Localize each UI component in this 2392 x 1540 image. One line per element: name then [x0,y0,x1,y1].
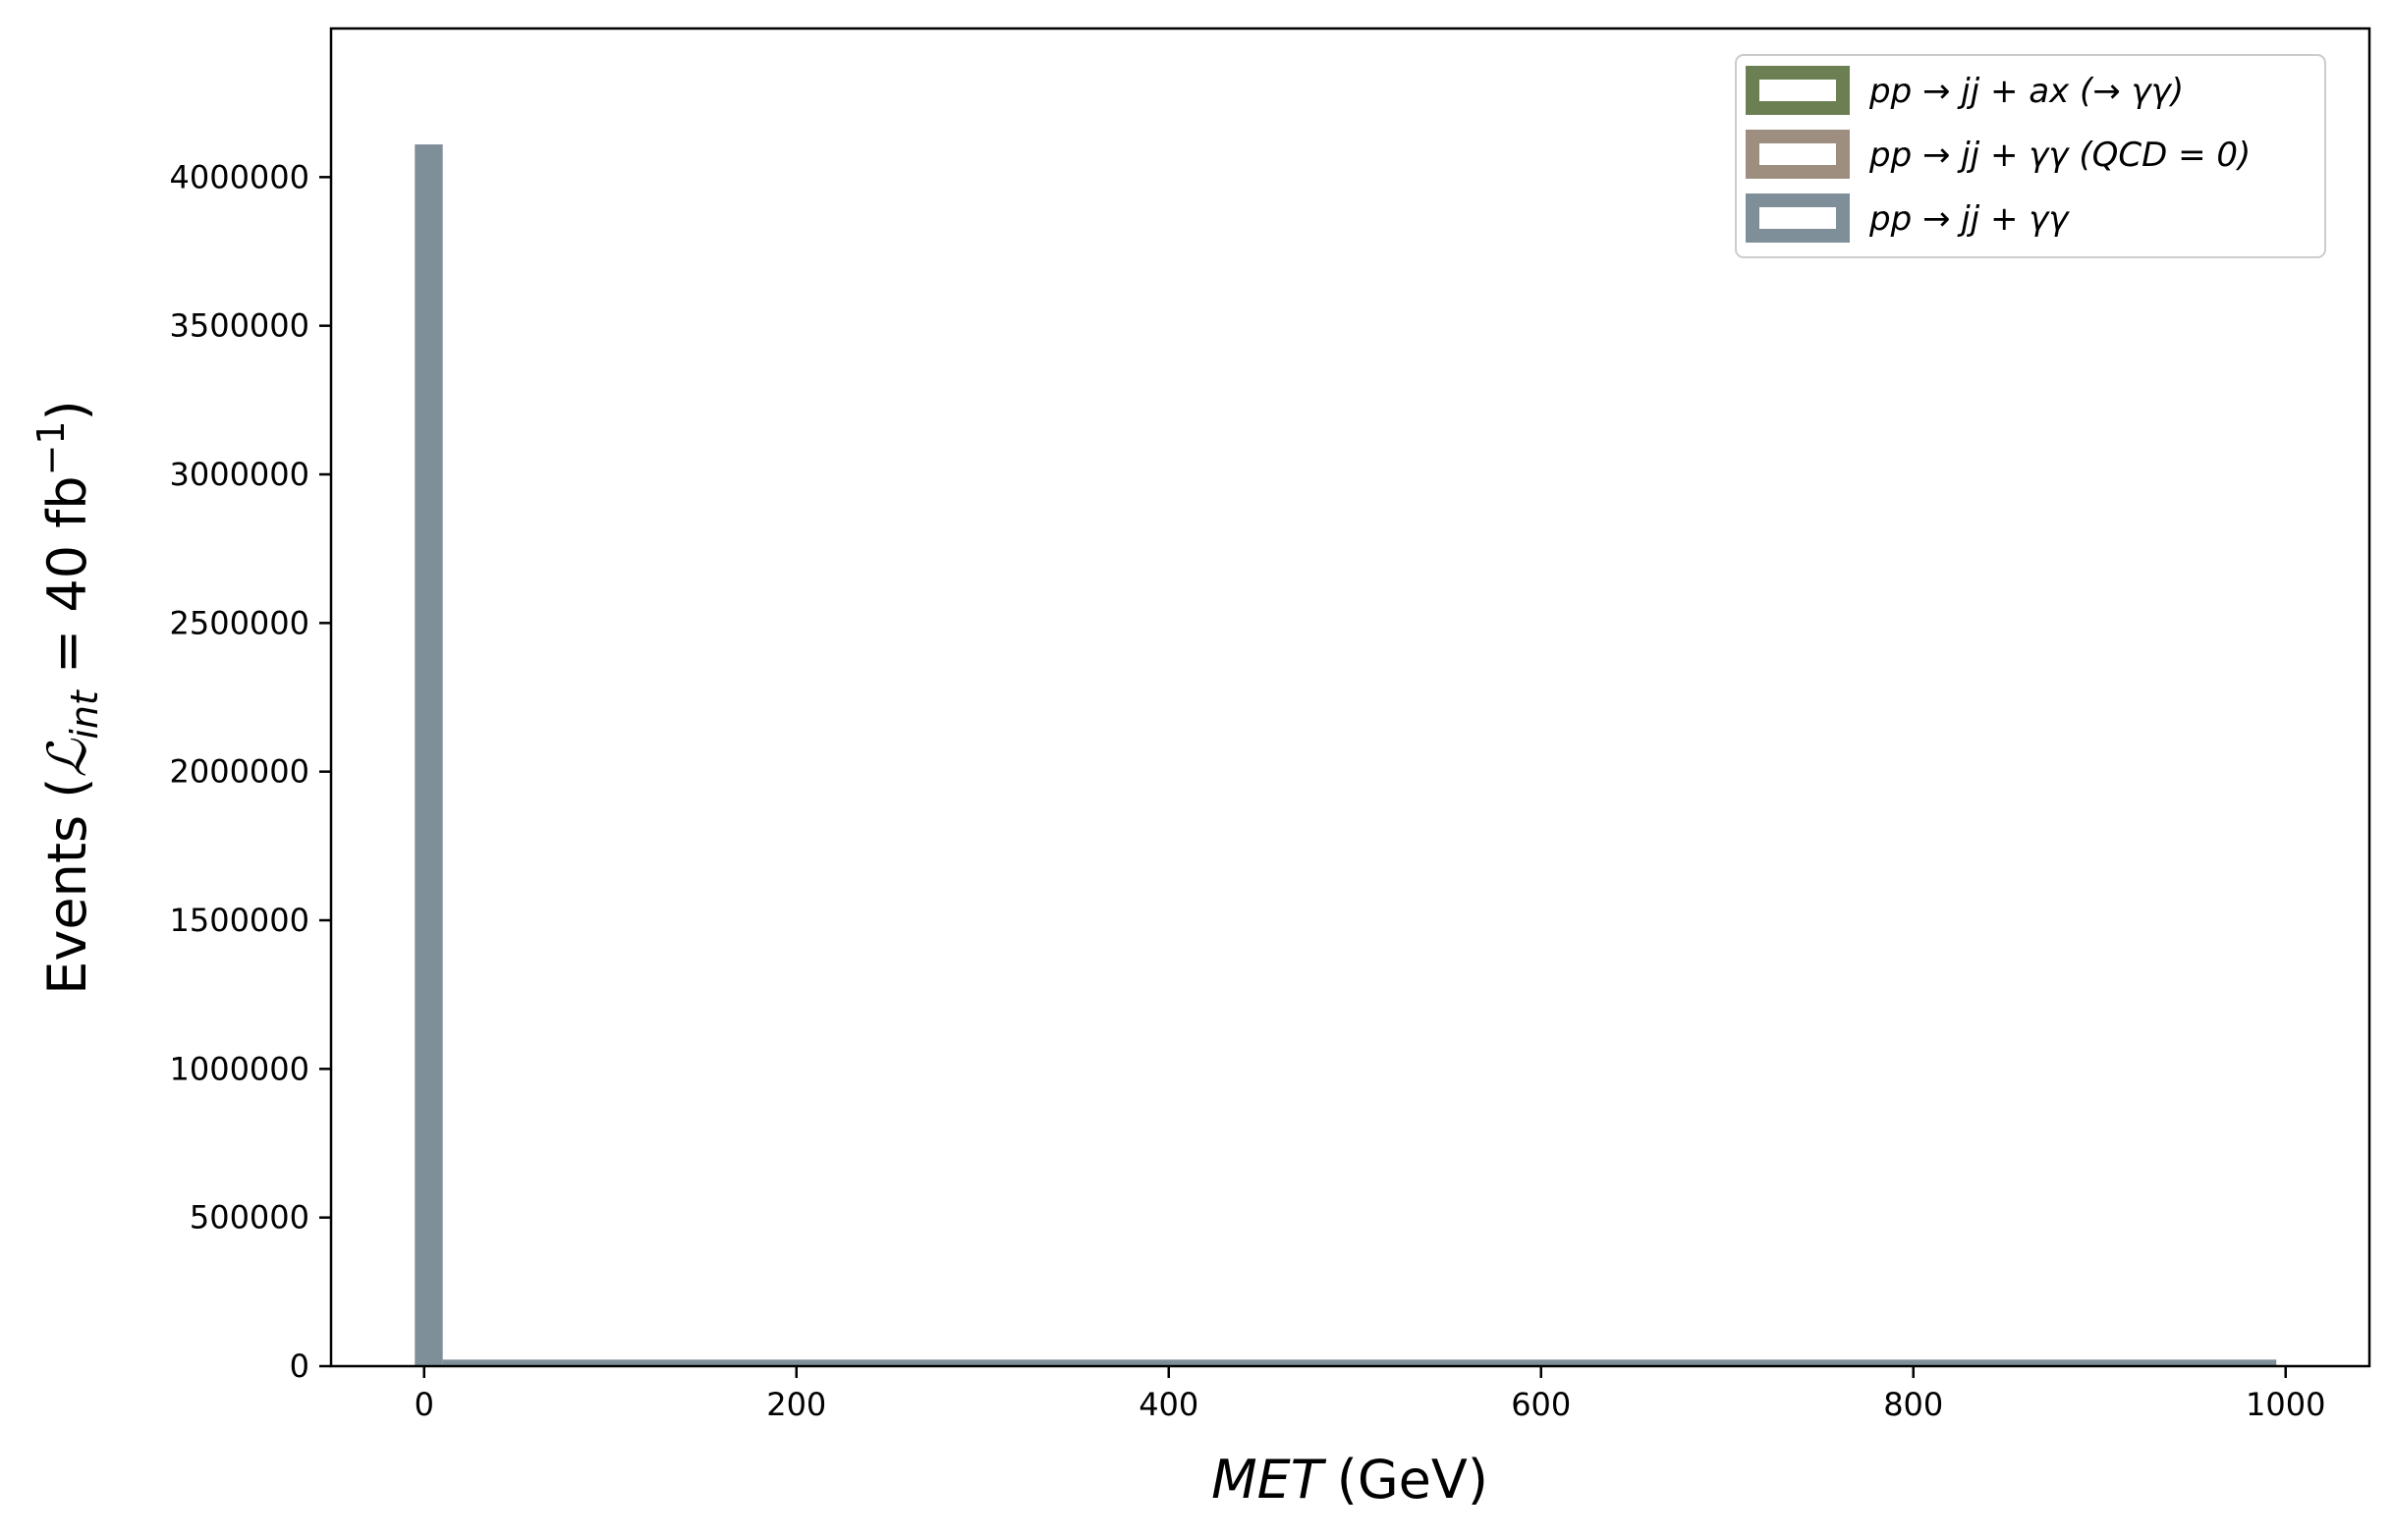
legend-label: pp → jj + γγ [1868,199,2070,239]
x-tick-label: 0 [415,1386,434,1423]
histogram-bar [442,1359,2277,1366]
x-tick-label: 400 [1139,1386,1198,1423]
legend-label: pp → jj + γγ (QCD = 0) [1868,136,2251,175]
y-axis-title-symbol: ℒ [36,739,98,778]
y-axis-title-suffix: ) [36,400,98,420]
x-tick-label: 200 [766,1386,826,1423]
legend-box [1735,54,2326,258]
x-tick-label: 600 [1511,1386,1571,1423]
x-axis-title-var: MET [1211,1449,1327,1511]
histogram-bars [415,144,2277,1366]
y-axis-title-superscript: −1 [29,420,73,475]
legend-swatch [1746,193,1850,243]
y-axis: 0 500000 1000000 1500000 2000000 2500000 30000… [169,158,331,1385]
legend-swatch [1746,130,1850,179]
plot-frame [329,27,2371,1368]
y-tick-label: 4000000 [169,158,309,195]
y-tick-label: 500000 [190,1199,309,1237]
histogram-bar [415,144,443,1366]
y-tick-label: 3000000 [169,456,309,493]
x-tick-label: 1000 [2246,1386,2325,1423]
x-axis-title: MET (GeV) [1211,1449,1488,1511]
legend-entries: pp → jj + ax (→ γγ) pp → jj + γγ (QCD = 0… [1746,66,2251,243]
y-axis-title-prefix: Events ( [36,778,98,995]
y-tick-label: 0 [290,1348,309,1385]
y-tick-label: 3500000 [169,307,309,345]
y-tick-label: 2500000 [169,604,309,641]
y-axis-title-middle: = 40 fb [36,475,98,690]
legend-label: pp → jj + ax (→ γγ) [1868,72,2184,111]
y-tick-label: 1000000 [169,1050,309,1087]
legend: pp → jj + ax (→ γγ) pp → jj + γγ (QCD = 0… [1735,54,2326,258]
y-axis-title-subscript: int [63,688,106,740]
x-axis-title-unit: (GeV) [1337,1449,1488,1511]
legend-swatch [1746,66,1850,115]
y-tick-label: 2000000 [169,753,309,791]
x-tick-label: 800 [1883,1386,1943,1423]
y-tick-label: 1500000 [169,902,309,939]
y-axis-title: Events (ℒint = 40 fb−1) [29,400,106,994]
x-axis: 0 200 400 600 800 1000 [415,1366,2325,1423]
